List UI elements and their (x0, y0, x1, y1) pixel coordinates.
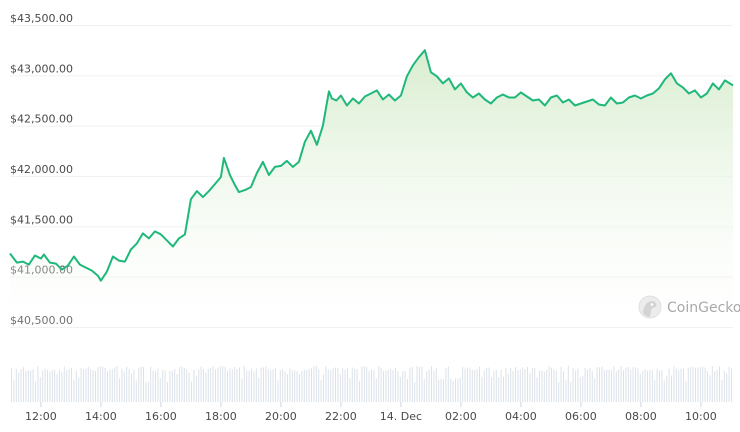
price-line[interactable] (9, 49, 734, 282)
x-tick-label: 02:00 (445, 410, 477, 423)
y-tick-label: $42,000.00 (10, 163, 73, 176)
x-tick-label: 12:00 (25, 410, 57, 423)
y-tick-label: $41,500.00 (10, 213, 73, 226)
x-tick-label: 04:00 (505, 410, 537, 423)
coingecko-watermark: CoinGecko (638, 295, 740, 319)
x-tick-label: 20:00 (265, 410, 297, 423)
x-tick-label: 16:00 (145, 410, 177, 423)
y-tick-label: $42,500.00 (10, 113, 73, 126)
x-tick-label: 10:00 (685, 410, 717, 423)
x-axis-labels: 12:00 14:00 16:00 18:00 20:00 22:00 14. Dec 02:… (25, 402, 717, 423)
price-area-fill (10, 50, 733, 327)
y-tick-label: $43,000.00 (10, 62, 73, 75)
x-tick-label: 14. Dec (380, 410, 422, 423)
x-tick-label: 18:00 (205, 410, 237, 423)
x-tick-label: 06:00 (565, 410, 597, 423)
y-tick-label: $43,500.00 (10, 12, 73, 25)
x-tick-label: 08:00 (625, 410, 657, 423)
watermark-label: CoinGecko (667, 300, 740, 316)
x-tick-label: 14:00 (85, 410, 117, 423)
x-tick-label: 22:00 (325, 410, 357, 423)
volume-bars (11, 366, 732, 402)
